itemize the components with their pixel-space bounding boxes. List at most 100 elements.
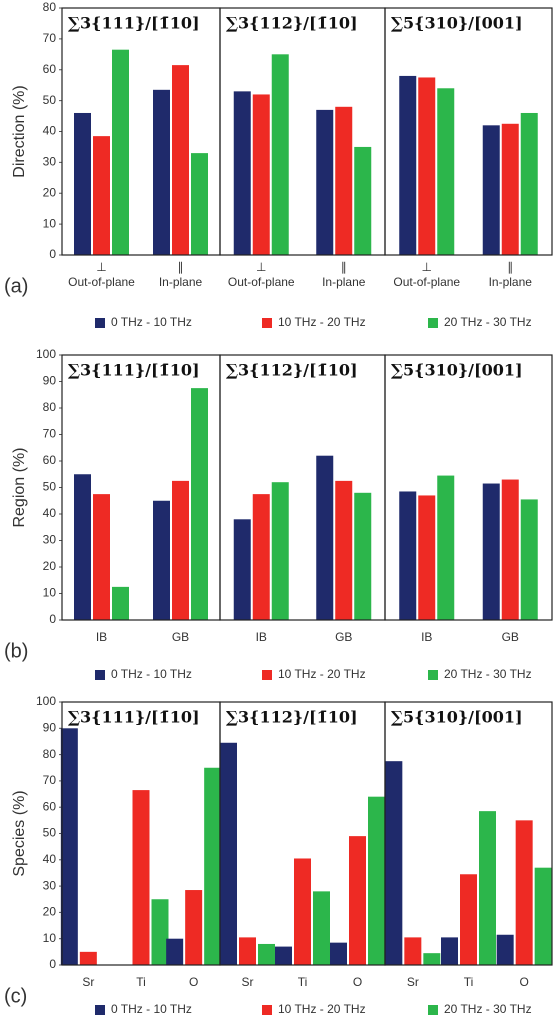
bar xyxy=(515,820,533,965)
y-tick-label: 0 xyxy=(49,247,56,261)
bar xyxy=(354,146,372,255)
legend-label: 10 THz - 20 THz xyxy=(278,667,366,681)
x-tick-label: Ti xyxy=(298,975,308,989)
y-tick-label: 60 xyxy=(43,799,57,813)
bar xyxy=(399,75,417,255)
panel-title: ∑3{112}/[1̄10] xyxy=(226,708,358,727)
category-symbol: ⊥ xyxy=(256,260,266,274)
bar xyxy=(112,586,129,620)
bar xyxy=(172,65,189,256)
y-tick-label: 20 xyxy=(43,185,57,199)
bar xyxy=(496,934,514,965)
category-symbol: ∥ xyxy=(178,260,184,274)
x-tick-label: O xyxy=(189,975,198,989)
legend-label: 20 THz - 30 THz xyxy=(444,1002,532,1016)
bar xyxy=(316,109,334,255)
bar xyxy=(60,728,78,965)
bar xyxy=(93,136,110,255)
y-tick-label: 90 xyxy=(43,374,57,388)
bar xyxy=(191,388,208,620)
bar xyxy=(418,495,436,620)
legend-swatch xyxy=(262,670,272,680)
legend-label: 0 THz - 10 THz xyxy=(111,1002,192,1016)
x-tick-label: Out-of-plane xyxy=(68,275,135,289)
panel-title: ∑3{111}/[1̄10] xyxy=(68,361,200,380)
x-tick-label: In-plane xyxy=(322,275,366,289)
bar xyxy=(153,89,170,255)
legend-swatch xyxy=(95,1005,105,1015)
bar xyxy=(252,494,270,620)
y-tick-label: 20 xyxy=(43,559,57,573)
bar xyxy=(441,937,458,965)
y-tick-label: 80 xyxy=(43,747,57,761)
y-tick-label: 0 xyxy=(49,612,56,626)
y-tick-label: 80 xyxy=(43,400,57,414)
bar xyxy=(220,742,237,965)
bar xyxy=(271,482,289,620)
y-tick-label: 40 xyxy=(43,124,57,138)
y-tick-label: 0 xyxy=(49,957,56,971)
y-tick-label: 10 xyxy=(43,216,57,230)
bar xyxy=(482,483,500,620)
x-tick-label: Sr xyxy=(407,975,419,989)
legend-swatch xyxy=(95,318,105,328)
y-tick-label: 100 xyxy=(36,694,56,708)
y-axis-label: Species (%) xyxy=(11,790,28,876)
bar xyxy=(191,153,208,255)
x-tick-label: O xyxy=(519,975,528,989)
x-tick-label: IB xyxy=(96,630,107,644)
y-tick-label: 50 xyxy=(43,826,57,840)
bar xyxy=(252,94,270,255)
x-tick-label: GB xyxy=(172,630,189,644)
panel-title: ∑3{112}/[1̄10] xyxy=(226,361,358,380)
x-tick-label: Sr xyxy=(82,975,94,989)
bar xyxy=(437,88,455,256)
bar xyxy=(335,106,353,255)
bar xyxy=(520,112,538,255)
y-tick-label: 60 xyxy=(43,62,57,76)
y-tick-label: 10 xyxy=(43,931,57,945)
bar xyxy=(330,942,347,965)
panel-label: (b) xyxy=(4,640,28,662)
bar xyxy=(460,874,477,965)
bar xyxy=(172,480,189,620)
legend-label: 20 THz - 30 THz xyxy=(444,667,532,681)
legend-label: 20 THz - 30 THz xyxy=(444,315,532,329)
bar xyxy=(239,937,256,965)
x-tick-label: IB xyxy=(256,630,267,644)
panel-title: ∑5{310}/[001] xyxy=(391,361,523,380)
bar xyxy=(166,938,184,965)
x-tick-label: In-plane xyxy=(159,275,203,289)
bar xyxy=(482,125,500,255)
x-tick-label: O xyxy=(353,975,362,989)
bar xyxy=(520,499,538,620)
y-tick-label: 40 xyxy=(43,852,57,866)
bar xyxy=(404,937,422,965)
legend-swatch xyxy=(262,318,272,328)
legend-swatch xyxy=(428,318,438,328)
bar xyxy=(233,519,251,620)
bar xyxy=(368,796,385,965)
panel-title: ∑3{111}/[1̄10] xyxy=(68,708,200,727)
bar xyxy=(151,899,169,965)
panel-title: ∑5{310}/[001] xyxy=(391,14,523,33)
bar xyxy=(112,49,129,256)
bar xyxy=(316,455,334,620)
x-tick-label: IB xyxy=(421,630,432,644)
bar xyxy=(204,767,222,965)
bar xyxy=(501,123,519,255)
y-tick-label: 90 xyxy=(43,720,57,734)
bar xyxy=(399,491,417,620)
bar xyxy=(275,946,292,965)
panel-frame xyxy=(384,354,553,621)
bar xyxy=(93,494,110,620)
bar xyxy=(418,77,436,255)
bar xyxy=(385,761,403,965)
bar xyxy=(74,112,91,255)
y-tick-label: 80 xyxy=(43,0,57,14)
category-symbol: ∥ xyxy=(341,260,347,274)
panel-label: (a) xyxy=(4,275,28,297)
x-tick-label: Ti xyxy=(136,975,146,989)
legend-swatch xyxy=(262,1005,272,1015)
